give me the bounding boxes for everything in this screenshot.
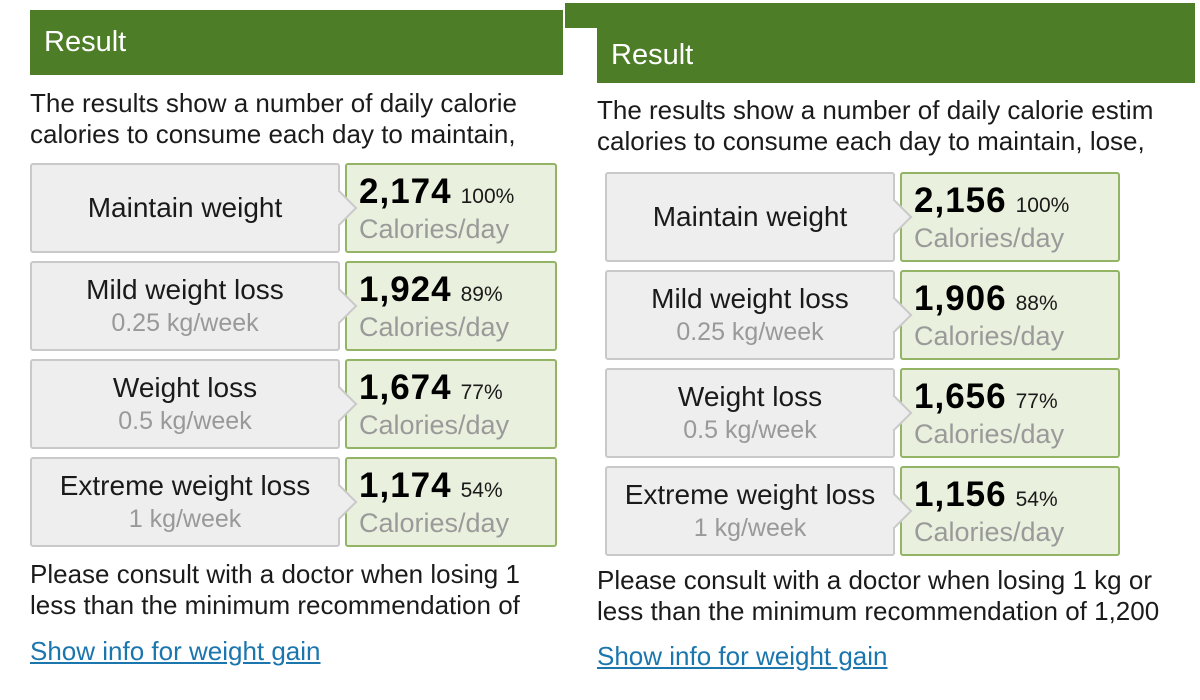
row-label: Weight loss bbox=[112, 372, 258, 403]
table-row: Extreme weight loss 1 kg/week 1,174 54% … bbox=[30, 457, 563, 547]
row-label: Maintain weight bbox=[87, 192, 283, 223]
table-row: Maintain weight 2,174 100% Calories/day bbox=[30, 163, 563, 253]
row-sublabel: 1 kg/week bbox=[693, 514, 807, 542]
row-value-cell: 1,906 88% Calories/day bbox=[900, 270, 1120, 360]
calorie-value: 2,174 bbox=[359, 171, 452, 211]
row-value-cell: 1,174 54% Calories/day bbox=[345, 457, 557, 547]
row-label: Extreme weight loss bbox=[624, 479, 876, 510]
calorie-value: 1,924 bbox=[359, 269, 452, 309]
percent-value: 89% bbox=[460, 282, 503, 306]
table-row: Weight loss 0.5 kg/week 1,674 77% Calori… bbox=[30, 359, 563, 449]
row-value-cell: 1,674 77% Calories/day bbox=[345, 359, 557, 449]
intro-line: calories to consume each day to maintain… bbox=[30, 119, 516, 149]
row-value-cell: 1,656 77% Calories/day bbox=[900, 368, 1120, 458]
row-sublabel: 0.25 kg/week bbox=[676, 318, 824, 346]
doctor-note-text: Please consult with a doctor when losing… bbox=[30, 559, 563, 621]
row-label: Maintain weight bbox=[652, 201, 848, 232]
row-label: Weight loss bbox=[677, 381, 823, 412]
calorie-value: 1,174 bbox=[359, 465, 452, 505]
row-value-cell: 1,924 89% Calories/day bbox=[345, 261, 557, 351]
intro-line: The results show a number of daily calor… bbox=[597, 95, 1154, 125]
row-sublabel: 0.25 kg/week bbox=[111, 309, 259, 337]
intro-text: The results show a number of daily calor… bbox=[30, 88, 563, 150]
row-label: Extreme weight loss bbox=[59, 470, 311, 501]
row-label-cell: Mild weight loss 0.25 kg/week bbox=[605, 270, 913, 360]
calorie-value: 1,906 bbox=[914, 278, 1007, 318]
result-panel-right: Result The results show a number of dail… bbox=[565, 3, 1195, 672]
note-line: Please consult with a doctor when losing… bbox=[597, 565, 1152, 595]
percent-value: 77% bbox=[460, 380, 503, 404]
row-value-cell: 1,156 54% Calories/day bbox=[900, 466, 1120, 556]
calorie-unit: Calories/day bbox=[359, 507, 510, 538]
calorie-value: 1,656 bbox=[914, 376, 1007, 416]
percent-value: 88% bbox=[1015, 291, 1058, 315]
percent-value: 54% bbox=[460, 478, 503, 502]
calorie-unit: Calories/day bbox=[914, 320, 1065, 351]
green-top-strip bbox=[565, 3, 1195, 28]
calorie-unit: Calories/day bbox=[359, 311, 510, 342]
row-sublabel: 0.5 kg/week bbox=[118, 407, 252, 435]
table-row: Mild weight loss 0.25 kg/week 1,924 89% … bbox=[30, 261, 563, 351]
result-header-title: Result bbox=[44, 26, 127, 58]
row-label-cell: Mild weight loss 0.25 kg/week bbox=[30, 261, 358, 351]
result-header: Result bbox=[30, 10, 563, 75]
note-line: less than the minimum recommendation of … bbox=[597, 596, 1160, 626]
row-label: Mild weight loss bbox=[651, 283, 849, 314]
result-header-title: Result bbox=[611, 39, 694, 71]
row-sublabel: 0.5 kg/week bbox=[683, 416, 817, 444]
show-weight-gain-link[interactable]: Show info for weight gain bbox=[597, 641, 888, 671]
percent-value: 100% bbox=[460, 184, 515, 208]
note-line: less than the minimum recommendation of bbox=[30, 590, 520, 620]
row-label-cell: Weight loss 0.5 kg/week bbox=[605, 368, 913, 458]
calorie-table: Maintain weight 2,174 100% Calories/day … bbox=[30, 163, 563, 547]
row-label-cell: Maintain weight bbox=[30, 163, 358, 253]
percent-value: 77% bbox=[1015, 389, 1058, 413]
row-label-cell: Extreme weight loss 1 kg/week bbox=[605, 466, 913, 556]
calorie-unit: Calories/day bbox=[359, 213, 510, 244]
doctor-note-text: Please consult with a doctor when losing… bbox=[597, 565, 1195, 627]
calorie-value: 1,674 bbox=[359, 367, 452, 407]
calorie-unit: Calories/day bbox=[914, 516, 1065, 547]
calorie-table: Maintain weight 2,156 100% Calories/day … bbox=[605, 172, 1195, 556]
table-row: Weight loss 0.5 kg/week 1,656 77% Calori… bbox=[605, 368, 1195, 458]
intro-text: The results show a number of daily calor… bbox=[597, 95, 1195, 157]
calorie-unit: Calories/day bbox=[914, 418, 1065, 449]
row-value-cell: 2,174 100% Calories/day bbox=[345, 163, 557, 253]
show-weight-gain-link[interactable]: Show info for weight gain bbox=[30, 636, 321, 666]
row-label-cell: Maintain weight bbox=[605, 172, 913, 262]
note-line: Please consult with a doctor when losing… bbox=[30, 559, 520, 589]
row-label-cell: Extreme weight loss 1 kg/week bbox=[30, 457, 358, 547]
calorie-value: 2,156 bbox=[914, 180, 1007, 220]
table-row: Extreme weight loss 1 kg/week 1,156 54% … bbox=[605, 466, 1195, 556]
percent-value: 54% bbox=[1015, 487, 1058, 511]
result-header: Result bbox=[597, 28, 1195, 83]
intro-line: The results show a number of daily calor… bbox=[30, 88, 518, 118]
table-row: Mild weight loss 0.25 kg/week 1,906 88% … bbox=[605, 270, 1195, 360]
result-panel-left: Result The results show a number of dail… bbox=[30, 10, 563, 667]
row-sublabel: 1 kg/week bbox=[128, 505, 242, 533]
row-value-cell: 2,156 100% Calories/day bbox=[900, 172, 1120, 262]
calorie-value: 1,156 bbox=[914, 474, 1007, 514]
row-label: Mild weight loss bbox=[86, 274, 284, 305]
calorie-unit: Calories/day bbox=[914, 222, 1065, 253]
calorie-unit: Calories/day bbox=[359, 409, 510, 440]
percent-value: 100% bbox=[1015, 193, 1070, 217]
row-label-cell: Weight loss 0.5 kg/week bbox=[30, 359, 358, 449]
intro-line: calories to consume each day to maintain… bbox=[597, 126, 1145, 156]
table-row: Maintain weight 2,156 100% Calories/day bbox=[605, 172, 1195, 262]
